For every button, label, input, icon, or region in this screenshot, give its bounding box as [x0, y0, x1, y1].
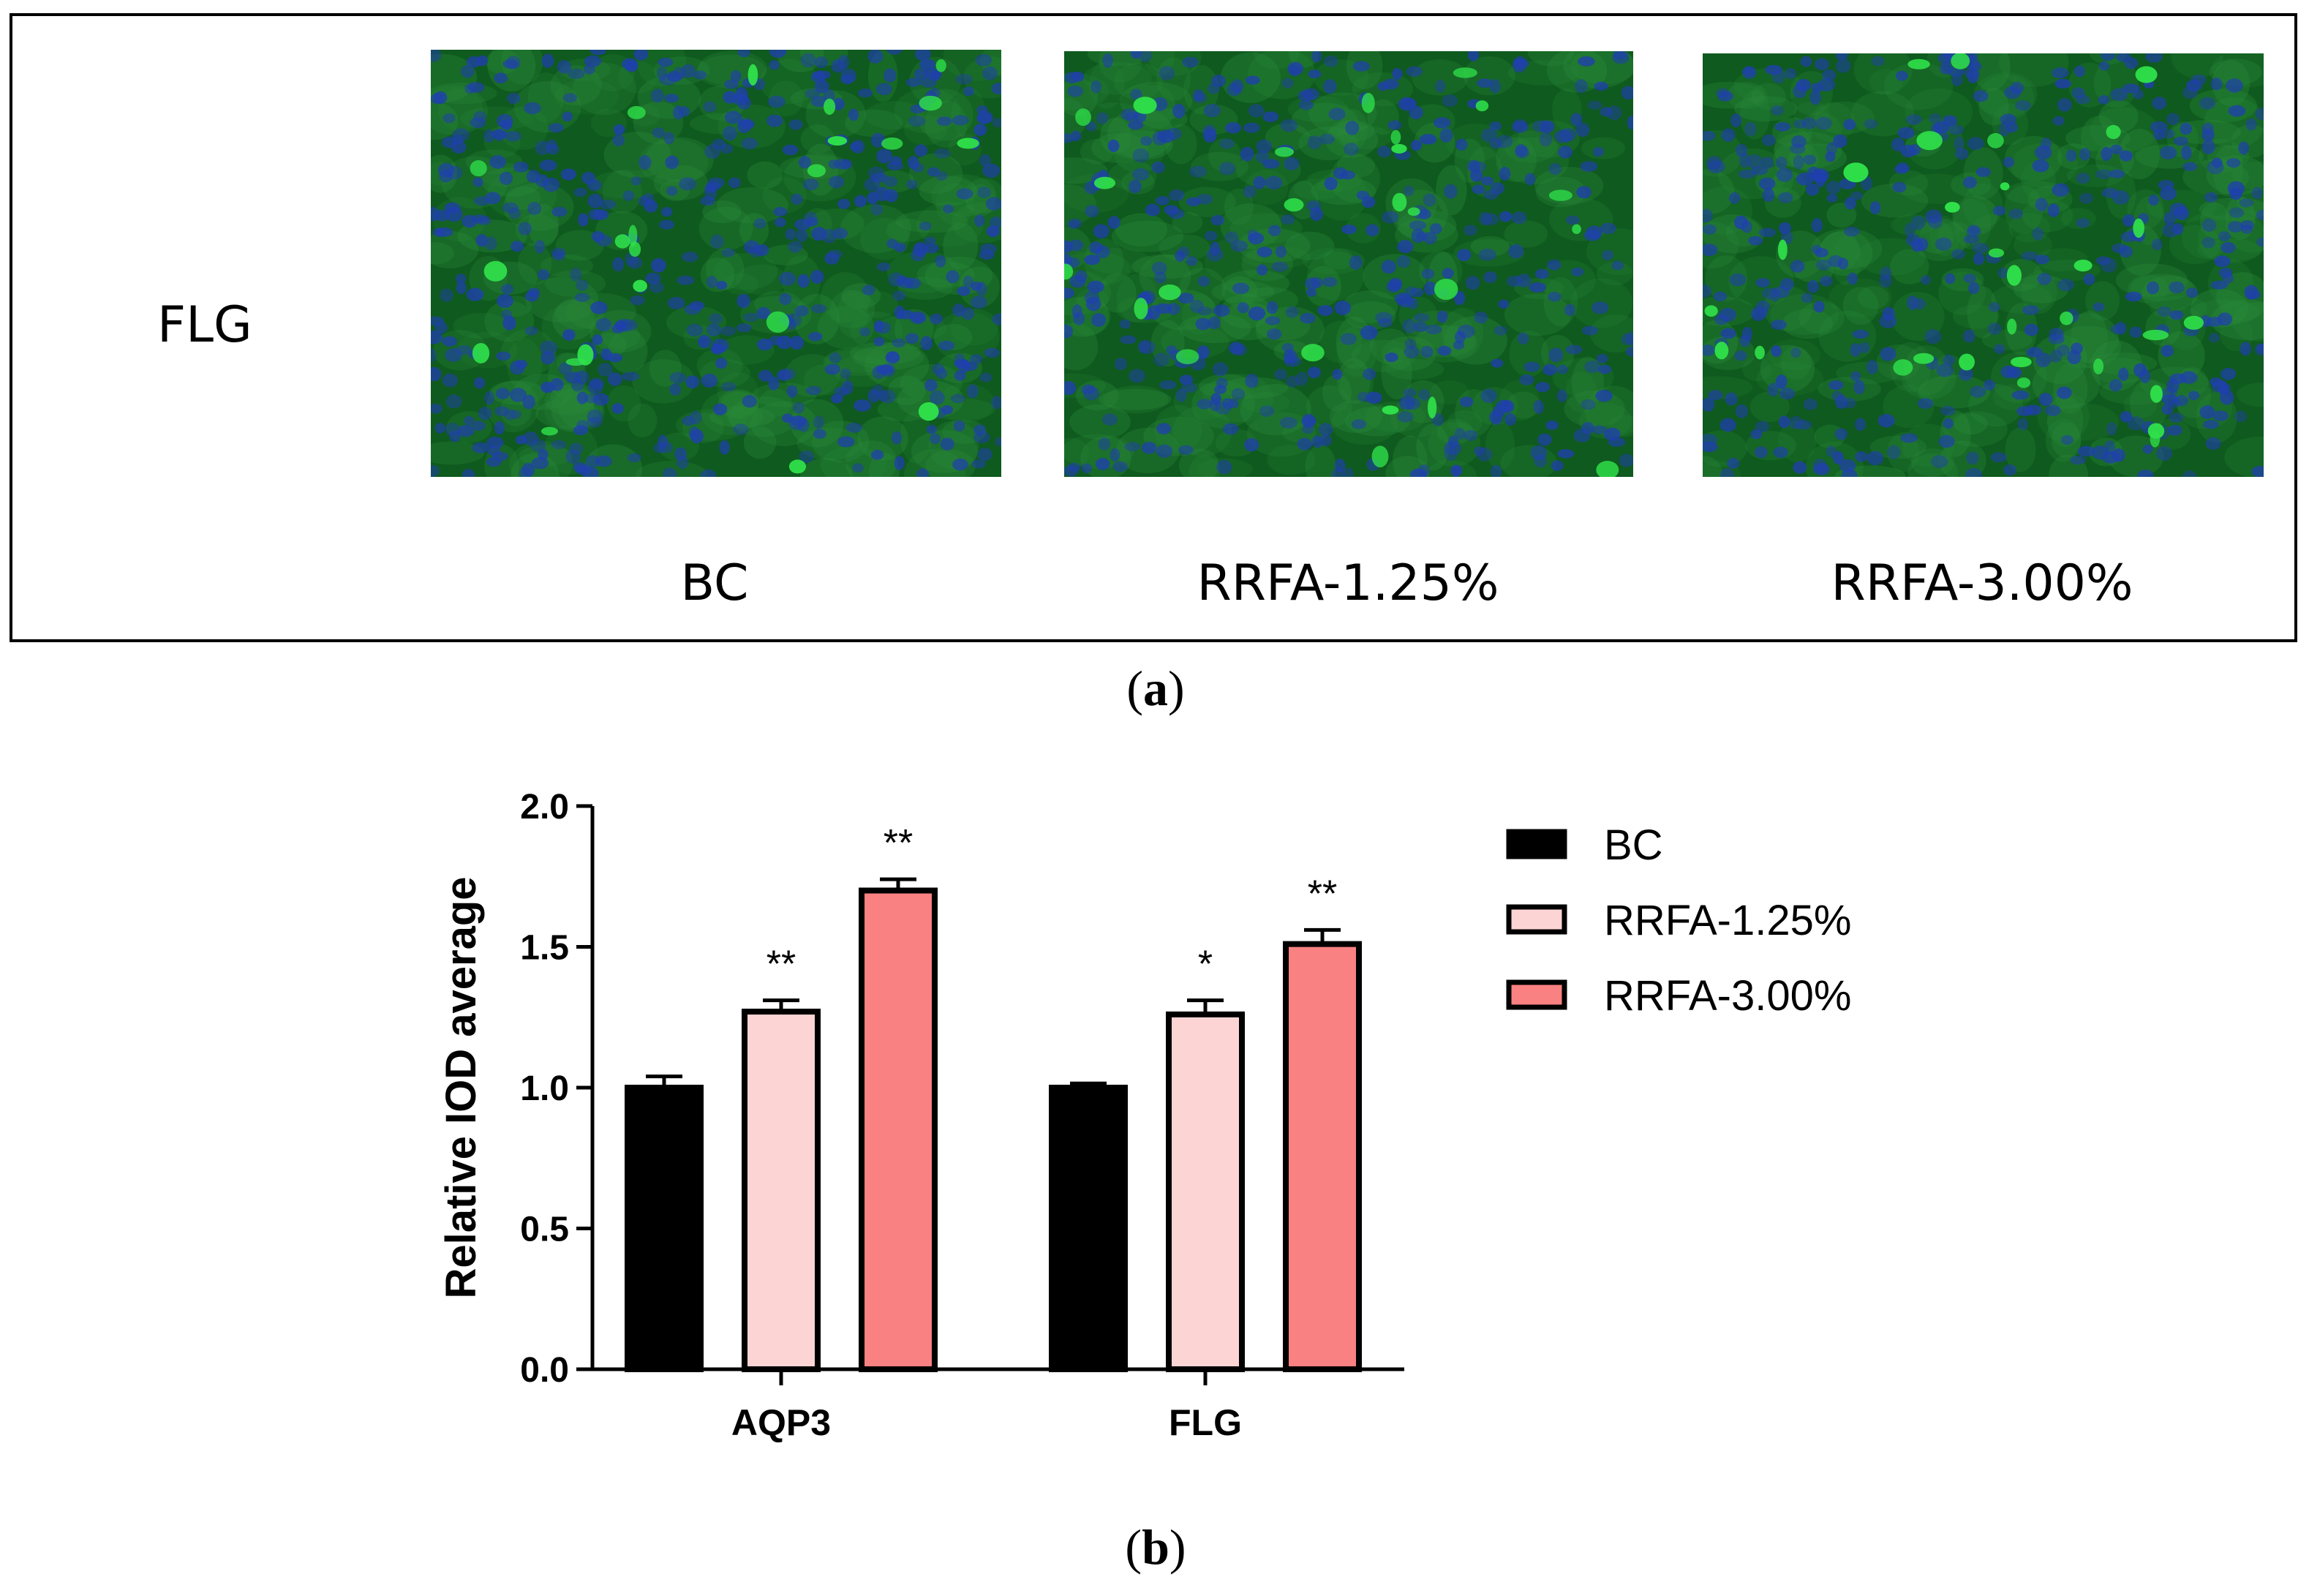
- panel-a-letter: a: [1143, 660, 1168, 716]
- panel-b-caption: (b): [1125, 1519, 1186, 1575]
- panel-b-letter: b: [1142, 1519, 1169, 1575]
- condition-label-rrfa-1-25: RRFA-1.25%: [1197, 554, 1499, 612]
- micrograph-bc: [431, 50, 1001, 477]
- panel-a-frame: [10, 13, 2297, 642]
- x-tick-label: AQP3: [731, 1402, 831, 1443]
- legend-label: RRFA-1.25%: [1604, 897, 1851, 944]
- significance-label: *: [1198, 944, 1213, 986]
- legend-label: RRFA-3.00%: [1604, 972, 1851, 1020]
- condition-label-rrfa-3-00: RRFA-3.00%: [1831, 554, 2133, 612]
- bar: [625, 1085, 704, 1372]
- legend-label: BC: [1604, 821, 1663, 869]
- x-tick-label: FLG: [1169, 1402, 1242, 1443]
- bar: [742, 1009, 821, 1373]
- y-tick-label: 1.0: [520, 1069, 569, 1108]
- legend-swatch: [1506, 979, 1567, 1010]
- bar: [1283, 941, 1362, 1372]
- significance-label: **: [766, 944, 796, 986]
- y-tick-label: 2.0: [520, 788, 569, 827]
- bar: [859, 887, 938, 1372]
- micrograph-rrfa-1-25: [1064, 51, 1633, 477]
- y-tick-label: 0.0: [520, 1351, 569, 1390]
- row-label-flg: FLG: [157, 296, 252, 354]
- bar: [1049, 1085, 1128, 1372]
- y-tick-label: 1.5: [520, 929, 569, 968]
- legend-swatch: [1506, 904, 1567, 935]
- significance-label: **: [884, 822, 913, 865]
- micrograph-rrfa-3-00: [1703, 53, 2264, 477]
- y-tick-label: 0.5: [520, 1211, 569, 1249]
- y-axis-title: Relative IOD average: [437, 876, 485, 1298]
- significance-label: **: [1308, 873, 1337, 915]
- legend-swatch: [1506, 829, 1567, 859]
- bar: [1166, 1011, 1245, 1373]
- condition-label-bc: BC: [680, 554, 749, 612]
- panel-a-caption: (a): [1126, 660, 1185, 716]
